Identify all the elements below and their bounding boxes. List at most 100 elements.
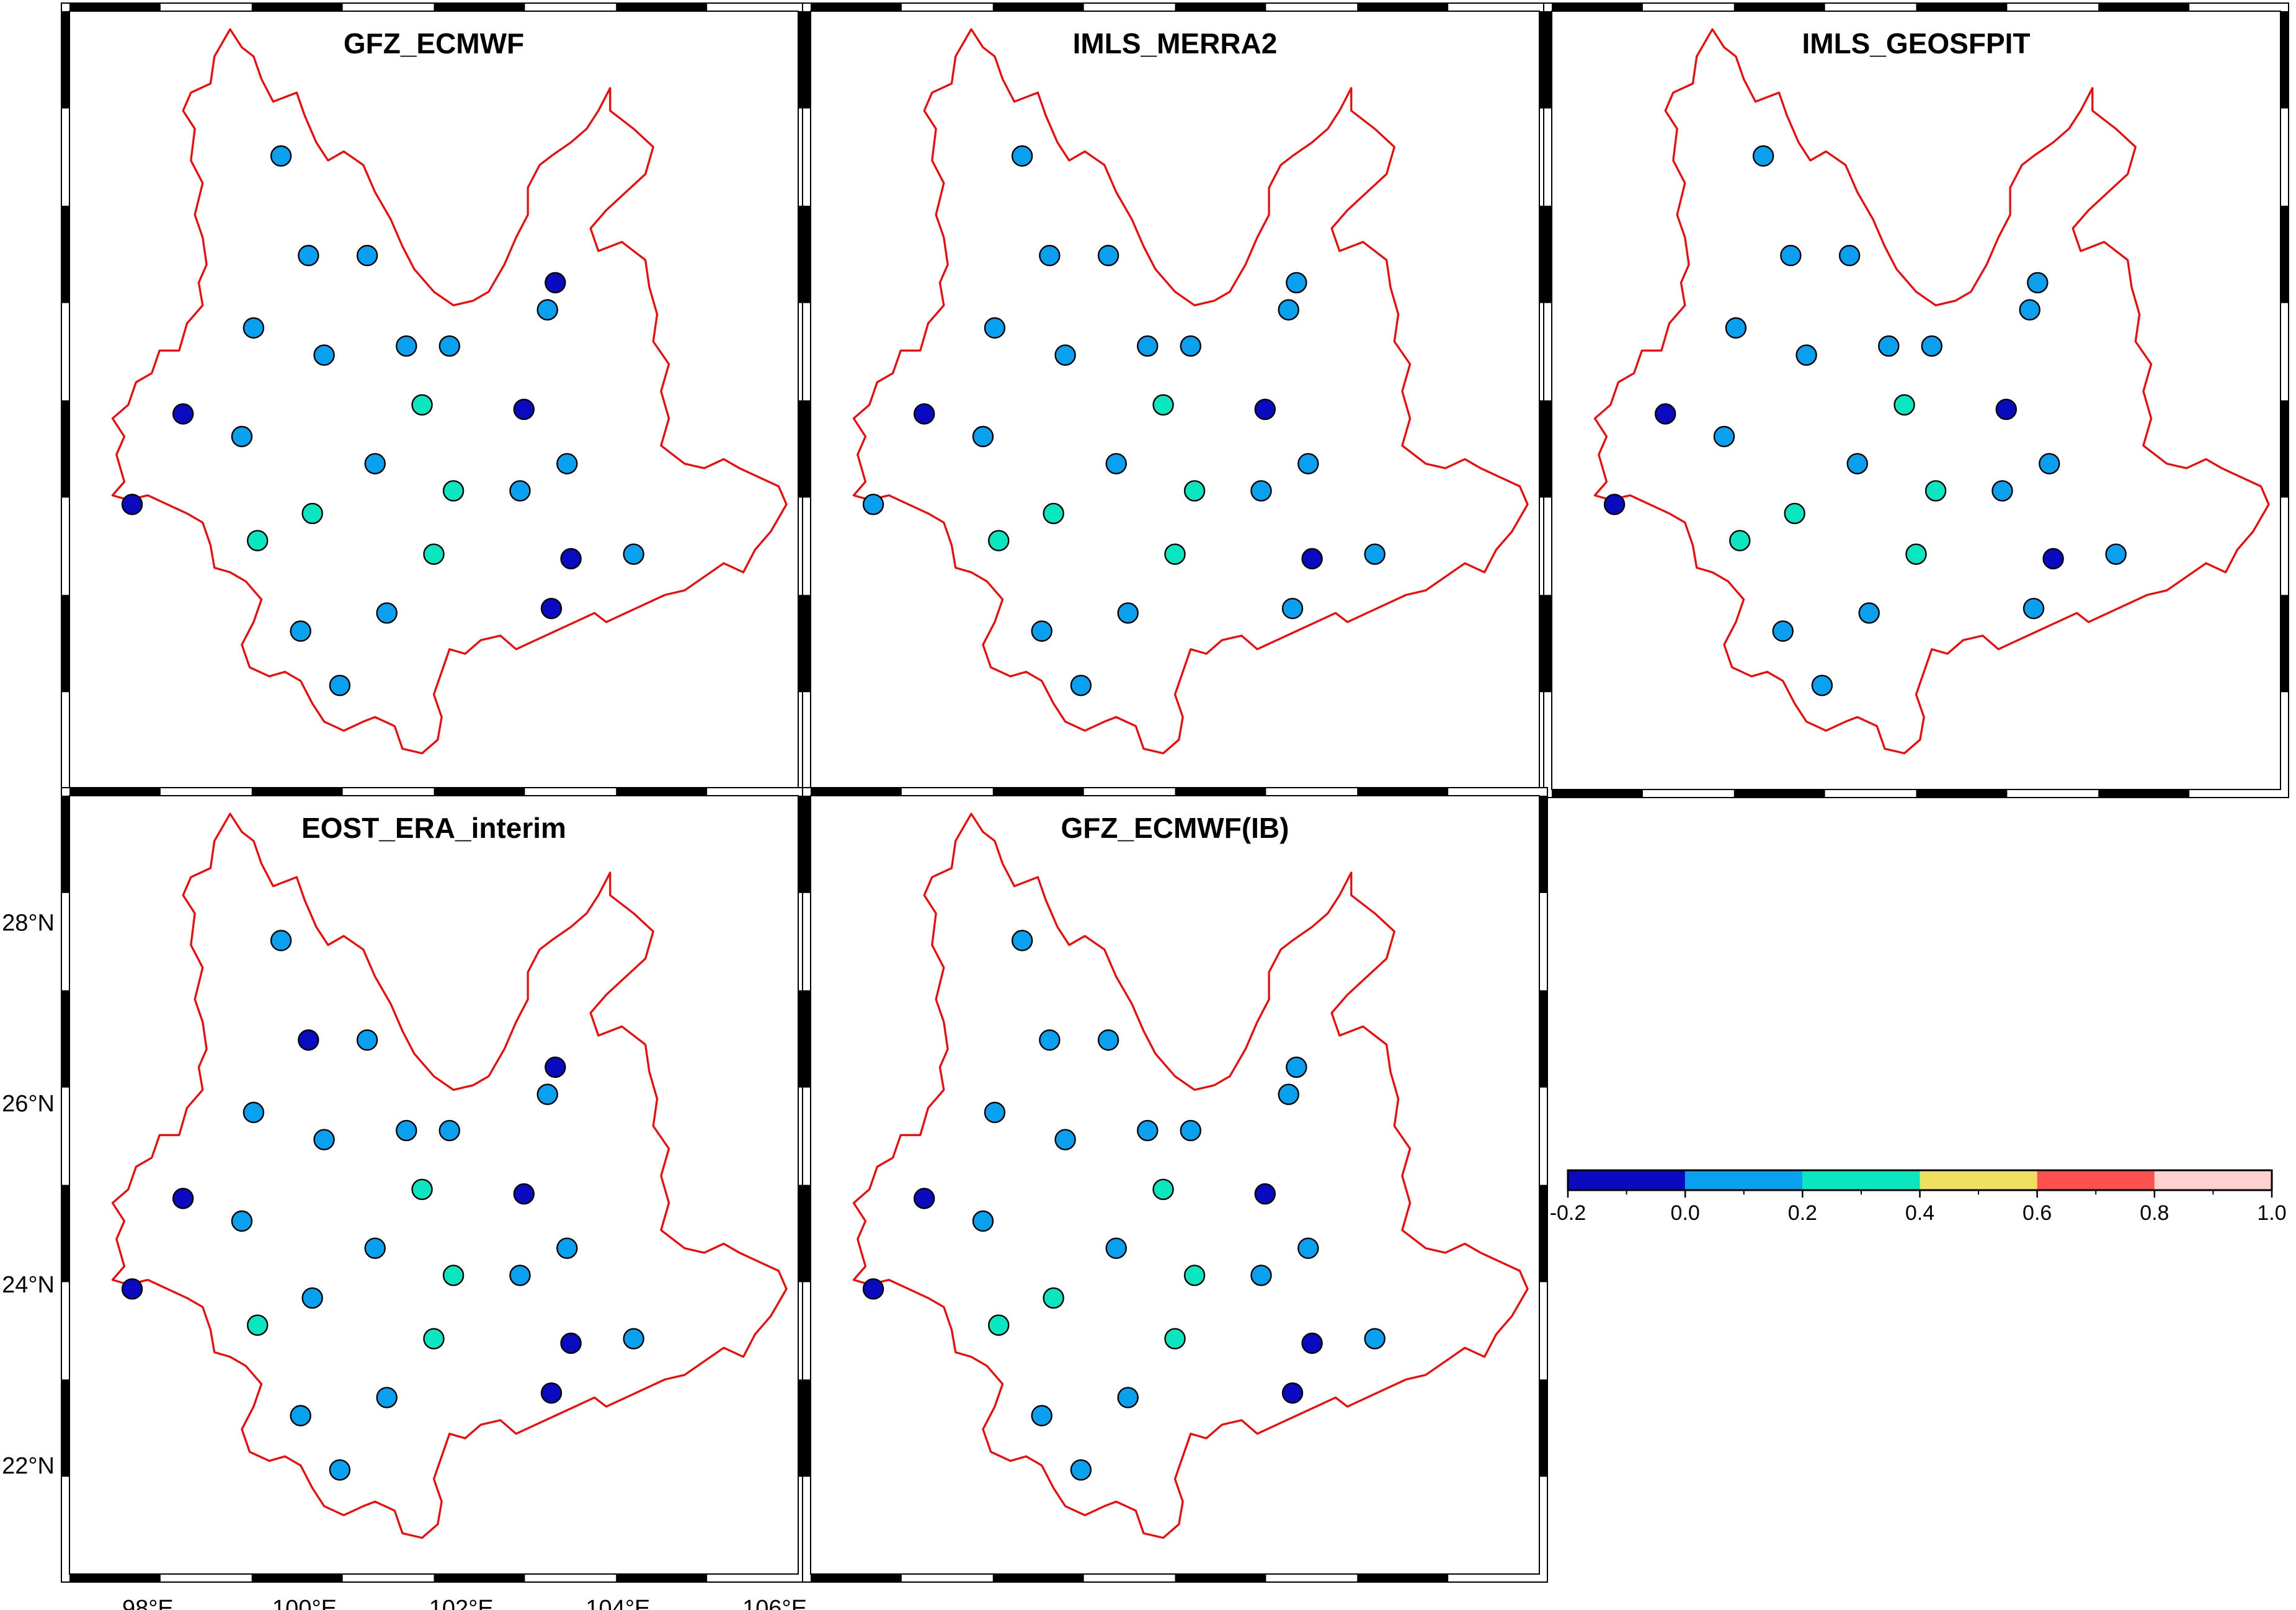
colorbar-bin <box>1920 1170 2037 1190</box>
colorbar-tick-label: 0.8 <box>2140 1201 2169 1225</box>
station-marker <box>1105 1237 1127 1259</box>
station-marker <box>290 620 311 642</box>
station-marker <box>1250 480 1272 502</box>
map-panel-4: EOST_ERA_interim 98°E 100°E 102°E 104°E 106°E… <box>2 788 807 1610</box>
station-marker <box>1921 335 1942 357</box>
station-marker <box>1846 453 1868 474</box>
colorbar-bin <box>2037 1170 2155 1190</box>
station-marker <box>243 1101 265 1123</box>
station-marker <box>1713 425 1735 448</box>
station-marker <box>290 1405 311 1426</box>
station-marker <box>231 1210 253 1232</box>
station-marker <box>243 317 265 339</box>
station-marker <box>1250 1265 1272 1286</box>
colorbar-tick-label: 0.2 <box>1788 1201 1817 1225</box>
station-marker <box>1180 335 1201 357</box>
station-marker <box>438 1119 460 1142</box>
station-marker <box>1137 1119 1159 1142</box>
station-marker <box>1654 403 1676 425</box>
station-marker <box>172 1188 194 1209</box>
station-marker <box>556 1237 578 1259</box>
station-marker <box>984 317 1006 339</box>
station-marker <box>1043 502 1064 525</box>
panel-title: GFZ_ECMWF <box>344 27 524 60</box>
station-marker <box>1752 145 1774 167</box>
province-boundary <box>1595 29 2269 753</box>
station-marker <box>298 1029 319 1051</box>
station-marker <box>313 1129 335 1150</box>
station-marker <box>231 425 253 448</box>
station-marker <box>540 1382 563 1404</box>
station-marker <box>172 403 194 425</box>
province-boundary <box>853 29 1528 753</box>
station-marker <box>862 494 884 515</box>
station-marker <box>2042 548 2064 570</box>
station-marker <box>1905 543 1927 565</box>
station-marker <box>1603 494 1626 515</box>
lat-tick-label: 22°N <box>2 1453 55 1479</box>
station-marker <box>1070 1459 1092 1481</box>
station-marker <box>1924 480 1947 502</box>
station-marker <box>1105 453 1127 474</box>
station-marker <box>1364 1328 1386 1350</box>
lon-tick-label: 106°E <box>742 1596 807 1610</box>
station-marker <box>364 1237 386 1259</box>
station-marker <box>1117 1387 1139 1408</box>
station-marker <box>1795 344 1817 366</box>
station-marker <box>536 299 558 321</box>
panel-title: IMLS_GEOSFPIT <box>1802 27 2030 60</box>
station-marker <box>913 1188 935 1209</box>
station-marker <box>540 597 563 620</box>
station-marker <box>513 398 535 420</box>
station-marker <box>1784 502 1805 525</box>
station-marker <box>1054 1129 1076 1150</box>
station-marker <box>1054 344 1076 366</box>
station-marker <box>247 530 269 551</box>
station-marker <box>1043 1287 1064 1309</box>
station-marker <box>1281 1382 1304 1404</box>
lat-tick-label: 24°N <box>2 1272 55 1298</box>
station-marker <box>1995 398 2017 420</box>
station-marker <box>423 543 445 565</box>
station-marker <box>1780 244 1802 267</box>
station-marker <box>1281 597 1304 620</box>
station-marker <box>1011 145 1033 167</box>
station-marker <box>1152 394 1174 416</box>
station-marker <box>356 244 378 267</box>
station-marker <box>509 1265 531 1286</box>
colorbar-bin <box>2154 1170 2272 1190</box>
station-marker <box>298 244 319 267</box>
colorbar-bin <box>1568 1170 1686 1190</box>
station-marker <box>1286 272 1307 293</box>
station-marker <box>1278 1083 1299 1105</box>
station-marker <box>121 1278 143 1300</box>
station-marker <box>329 674 351 696</box>
station-marker <box>1070 674 1092 696</box>
station-marker <box>1838 244 1861 267</box>
station-marker <box>1772 620 1794 642</box>
station-marker <box>396 1119 417 1142</box>
station-marker <box>623 543 644 565</box>
station-marker <box>270 930 292 951</box>
colorbar-tick-label: -0.2 <box>1550 1201 1586 1225</box>
station-marker <box>329 1459 351 1481</box>
station-marker <box>1011 930 1033 951</box>
station-marker <box>1031 1405 1052 1426</box>
station-marker <box>560 1332 582 1354</box>
station-marker <box>988 530 1010 551</box>
station-marker <box>1254 398 1276 420</box>
panel-title: IMLS_MERRA2 <box>1073 27 1278 60</box>
station-marker <box>556 453 578 474</box>
station-marker <box>536 1083 558 1105</box>
map-panel-1: GFZ_ECMWF <box>61 3 806 798</box>
colorbar-tick-label: 0.0 <box>1671 1201 1700 1225</box>
station-marker <box>1117 602 1139 624</box>
station-marker <box>545 1056 566 1078</box>
station-marker <box>513 1183 535 1205</box>
station-marker <box>2105 543 2127 565</box>
map-panel-3: IMLS_GEOSFPIT <box>1544 3 2289 798</box>
lat-tick-label: 28°N <box>2 910 55 936</box>
colorbar-bin <box>1685 1170 1803 1190</box>
station-marker <box>2019 299 2040 321</box>
